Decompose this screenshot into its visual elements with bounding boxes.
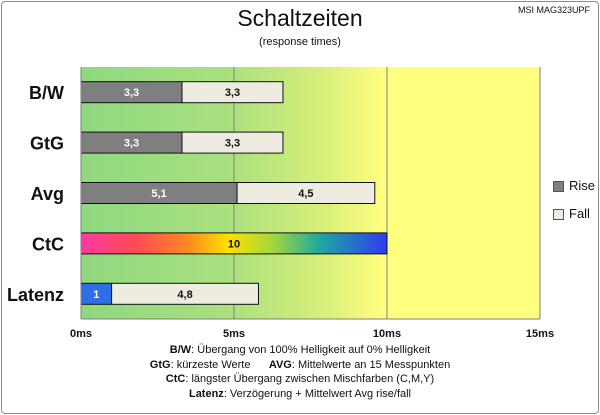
- monitor-model-label: MSI MAG323UPF: [517, 5, 590, 15]
- value-label-fall-b-w: 3,3: [225, 87, 240, 99]
- value-label-fall-gtg: 3,3: [225, 138, 240, 150]
- category-label-latenz: Latenz: [7, 285, 64, 305]
- note-latenz-text: : Verzögerung + Mittelwert Avg rise/fall: [223, 388, 412, 401]
- category-label-ctc: CtC: [32, 234, 64, 254]
- note-latenz: Latenz: Verzögerung + Mittelwert Avg ris…: [0, 387, 600, 402]
- note-bw-key: B/W: [169, 344, 192, 356]
- legend-rise: Rise: [553, 178, 595, 193]
- x-tick-label: 5ms: [223, 328, 245, 340]
- note-gtg-key: GtG: [149, 358, 171, 371]
- legend-rise-label: Rise: [569, 178, 596, 193]
- value-label-rise-gtg: 3,3: [124, 138, 139, 150]
- legend-fall: Fall: [553, 206, 590, 221]
- legend-fall-label: Fall: [569, 206, 590, 221]
- note-avg-key: AVG: [268, 358, 292, 371]
- note-ctc-text: : längster Übergang zwischen Mischfarben…: [185, 373, 435, 386]
- note-gtg-text: : kürzeste Werte: [170, 358, 251, 371]
- note-bw-text: : Übergang von 100% Helligkeit auf 0% He…: [191, 344, 431, 356]
- x-tick-label: 0ms: [70, 328, 92, 340]
- value-label-rise-b-w: 3,3: [124, 87, 139, 99]
- value-label-rise-ctc: 10: [228, 238, 240, 250]
- footnotes: B/W: Übergang von 100% Helligkeit auf 0%…: [0, 343, 600, 402]
- bar-fall-gtg: [181, 131, 284, 154]
- value-label-rise-latenz: 1: [93, 289, 99, 301]
- note-ctc: CtC: längster Übergang zwischen Mischfar…: [0, 372, 600, 387]
- bar-fall-latenz: [111, 282, 259, 305]
- legend-rise-swatch: [553, 181, 564, 193]
- bar-fall-avg: [236, 182, 376, 204]
- chart-subtitle: (response times): [259, 36, 341, 48]
- note-ctc-key: CtC: [165, 373, 186, 386]
- bar-fall-b-w: [181, 81, 284, 104]
- value-label-rise-avg: 5,1: [151, 188, 166, 200]
- chart-title: Schaltzeiten: [237, 5, 363, 31]
- category-label-gtg: GtG: [30, 134, 64, 154]
- category-label-avg: Avg: [31, 184, 64, 204]
- value-label-fall-latenz: 4,8: [177, 289, 192, 301]
- category-label-b-w: B/W: [29, 83, 64, 103]
- note-gtg-avg: GtG: kürzeste Werte AVG: Mittelwerte an …: [0, 358, 600, 373]
- x-tick-label: 10ms: [373, 328, 401, 340]
- value-label-fall-avg: 4,5: [298, 188, 313, 200]
- legend-fall-swatch: [553, 209, 564, 221]
- note-bw: B/W: Übergang von 100% Helligkeit auf 0%…: [0, 343, 600, 358]
- x-tick-label: 15ms: [526, 328, 554, 340]
- note-latenz-key: Latenz: [188, 388, 224, 401]
- note-avg-text: : Mittelwerte an 15 Messpunkten: [291, 358, 451, 371]
